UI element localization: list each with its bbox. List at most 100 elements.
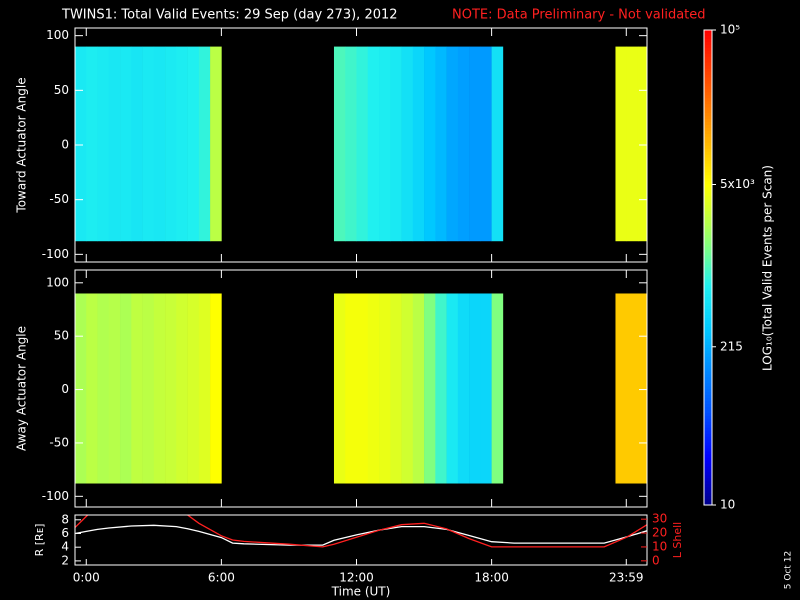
colorbar-swatch — [704, 448, 712, 453]
heatmap-cell — [75, 293, 87, 484]
colorbar-swatch — [704, 329, 712, 334]
heatmap-cell — [390, 293, 402, 484]
heatmap-cell — [108, 293, 121, 484]
colorbar-swatch — [704, 142, 712, 147]
colorbar-swatch — [704, 53, 712, 58]
colorbar-swatch — [704, 139, 712, 144]
heatmap-cell — [356, 293, 369, 484]
colorbar-swatch — [704, 65, 712, 70]
colorbar-swatch — [704, 288, 712, 292]
colorbar-swatch — [704, 282, 712, 286]
y-tick-label: 100 — [46, 28, 69, 42]
y2-tick-label: 10 — [652, 539, 667, 553]
panel-frame — [74, 514, 648, 566]
heatmap-cell — [367, 293, 380, 484]
heatmap-cell — [615, 293, 628, 484]
plot-area — [75, 515, 647, 548]
heatmap-cell — [165, 293, 177, 484]
colorbar-swatch — [704, 315, 712, 319]
colorbar-swatch — [704, 122, 712, 126]
colorbar-swatch — [704, 436, 712, 441]
heatmap-cell — [176, 293, 188, 484]
colorbar-swatch — [704, 353, 712, 358]
heatmap-cell — [97, 293, 110, 484]
colorbar-swatch — [704, 41, 712, 46]
colorbar-swatch — [704, 451, 712, 456]
colorbar-swatch — [704, 38, 712, 43]
colorbar-swatch — [704, 62, 712, 67]
colorbar-swatch — [704, 487, 712, 491]
colorbar-swatch — [704, 320, 712, 325]
colorbar-swatch — [704, 445, 712, 450]
colorbar-swatch — [704, 359, 712, 363]
colorbar-swatch — [704, 172, 712, 176]
colorbar-swatch — [704, 433, 712, 438]
colorbar-swatch — [704, 101, 712, 105]
y-tick-label: 4 — [61, 540, 69, 554]
colorbar-swatch — [704, 294, 712, 298]
colorbar-swatch — [704, 291, 712, 295]
heatmap-cell — [86, 293, 98, 484]
colorbar-swatch — [704, 490, 712, 494]
heatmap-cell — [165, 46, 177, 242]
colorbar-swatch — [704, 442, 712, 447]
colorbar-swatch — [704, 154, 712, 159]
heatmap-cell — [86, 46, 98, 242]
heatmap-cell — [210, 46, 222, 242]
colorbar-tick-label: 5x10³ — [720, 177, 755, 191]
y2-axis-label: L Shell — [671, 522, 684, 558]
heatmap-cell — [615, 46, 628, 242]
colorbar-swatch — [704, 478, 712, 482]
colorbar-swatch — [704, 32, 712, 37]
heatmap-cell — [424, 46, 436, 242]
heatmap-cell — [379, 293, 391, 484]
colorbar-swatch — [704, 499, 712, 503]
y2-tick-label: 20 — [652, 526, 667, 540]
colorbar-swatch — [704, 418, 712, 423]
colorbar-swatch — [704, 68, 712, 73]
x-tick-label: 18:00 — [474, 571, 509, 585]
colorbar-swatch — [704, 427, 712, 432]
colorbar-swatch — [704, 228, 712, 233]
colorbar-swatch — [704, 231, 712, 236]
colorbar-swatch — [704, 463, 712, 467]
colorbar-swatch — [704, 430, 712, 435]
colorbar-swatch — [704, 35, 712, 40]
heatmap-cell — [412, 293, 425, 484]
heatmap-cell — [401, 293, 414, 484]
colorbar-swatch — [704, 306, 712, 310]
y-tick-label: -50 — [49, 435, 69, 449]
colorbar-swatch — [704, 475, 712, 479]
colorbar-swatch — [704, 175, 712, 179]
colorbar-swatch — [704, 113, 712, 117]
colorbar-swatch — [704, 389, 712, 393]
colorbar-swatch — [704, 460, 712, 464]
colorbar-swatch — [704, 264, 712, 268]
y-tick-label: -100 — [42, 247, 69, 261]
colorbar-swatch — [704, 178, 712, 182]
colorbar-swatch — [704, 279, 712, 283]
colorbar-swatch — [704, 181, 712, 185]
heatmap-cell — [75, 46, 87, 242]
colorbar-swatch — [704, 365, 712, 369]
colorbar-tick-label: 10⁵ — [720, 23, 740, 37]
y-tick-label: -50 — [49, 192, 69, 206]
colorbar-swatch — [704, 133, 712, 138]
colorbar-swatch — [704, 312, 712, 316]
y-tick-label: 2 — [61, 553, 69, 567]
colorbar-swatch — [704, 421, 712, 426]
heatmap-cell — [424, 293, 436, 484]
y-axis-label: Toward Actuator Angle — [15, 77, 29, 213]
x-tick-label: 6:00 — [208, 571, 235, 585]
heatmap-cell — [345, 293, 357, 484]
heatmap-cell — [176, 46, 188, 242]
heatmap-cell — [379, 46, 391, 242]
colorbar-swatch — [704, 496, 712, 500]
heatmap-cell — [142, 293, 155, 484]
colorbar-swatch — [704, 261, 712, 266]
colorbar-swatch — [704, 95, 712, 99]
colorbar-swatch — [704, 190, 712, 194]
colorbar-swatch — [704, 404, 712, 408]
